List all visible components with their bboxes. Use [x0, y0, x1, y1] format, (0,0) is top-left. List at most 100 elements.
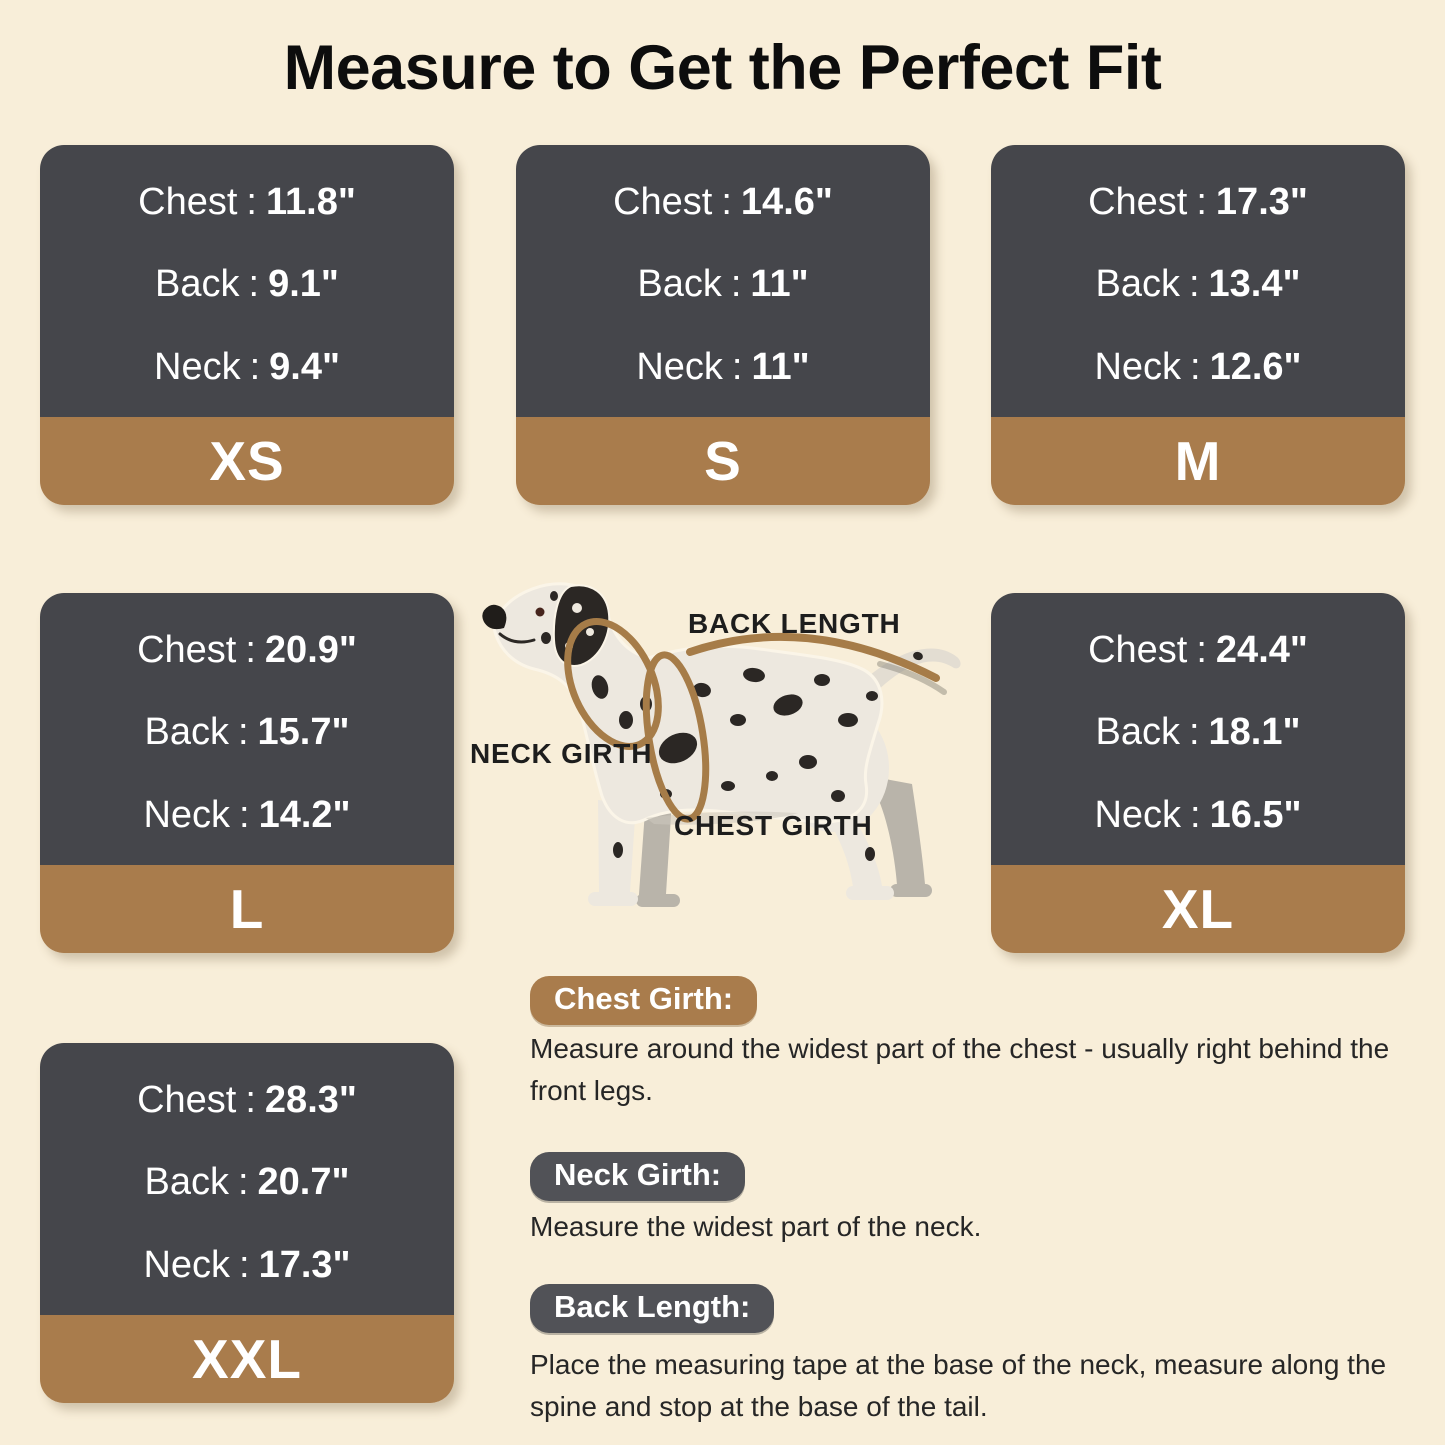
separator: :	[730, 263, 742, 306]
neck-label: Neck	[1094, 346, 1182, 389]
chest-measurement: Chest:11.8"	[40, 181, 454, 224]
dog-mouth	[498, 632, 536, 644]
neck-girth-description: Measure the widest part of the neck.	[530, 1211, 982, 1242]
chest-value: 24.4"	[1215, 628, 1308, 671]
back-length-line	[686, 632, 940, 682]
chest-girth-description: Measure around the widest part of the ch…	[530, 1033, 1390, 1106]
separator: :	[1190, 794, 1201, 837]
chest-label: Chest	[1088, 628, 1188, 671]
separator: :	[237, 1161, 249, 1204]
back-value: 9.1"	[268, 263, 339, 306]
size-label-m: M	[991, 417, 1405, 505]
chest-label: Chest	[137, 1078, 237, 1121]
back-value: 13.4"	[1208, 263, 1301, 306]
size-label-xl: XL	[991, 865, 1405, 953]
size-label-l: L	[40, 865, 454, 953]
chest-value: 14.6"	[740, 180, 833, 223]
separator: :	[245, 1078, 256, 1121]
chest-measurement: Chest:17.3"	[991, 181, 1405, 224]
neck-label: Neck	[143, 1244, 231, 1287]
neck-girth-label: NECK GIRTH	[470, 738, 653, 769]
chest-label: Chest	[613, 180, 713, 223]
size-card-s: Chest:14.6" Back:11" Neck:11" S	[516, 145, 930, 505]
back-measurement: Back:18.1"	[991, 711, 1405, 754]
neck-measurement: Neck:16.5"	[991, 794, 1405, 837]
back-value: 11"	[750, 263, 809, 306]
neck-measurement: Neck:14.2"	[40, 794, 454, 837]
back-measurement: Back:13.4"	[991, 263, 1405, 306]
neck-measurement: Neck:17.3"	[40, 1244, 454, 1287]
neck-measurement: Neck:11"	[516, 346, 930, 389]
separator: :	[731, 346, 743, 389]
chest-label: Chest	[1088, 180, 1188, 223]
separator: :	[1188, 711, 1200, 754]
size-label-s: S	[516, 417, 930, 505]
neck-value: 16.5"	[1209, 794, 1302, 837]
neck-measurement: Neck:12.6"	[991, 346, 1405, 389]
neck-label: Neck	[143, 794, 231, 837]
back-length-description: Place the measuring tape at the base of …	[530, 1349, 1387, 1422]
separator: :	[1190, 346, 1201, 389]
chest-measurement: Chest:28.3"	[40, 1079, 454, 1122]
back-length-line-shadow	[877, 661, 947, 695]
dog-measurement-diagram: BACK LENGTH NECK GIRTH CHEST GIRTH	[450, 572, 980, 972]
back-measurement: Back:9.1"	[40, 263, 454, 306]
size-card-l: Chest:20.9" Back:15.7" Neck:14.2" L	[40, 593, 454, 953]
separator: :	[239, 794, 250, 837]
neck-value: 12.6"	[1209, 346, 1302, 389]
separator: :	[245, 628, 256, 671]
size-card-xs: Chest:11.8" Back:9.1" Neck:9.4" XS	[40, 145, 454, 505]
back-label: Back	[637, 263, 722, 306]
chest-value: 20.9"	[264, 628, 357, 671]
chest-measurement: Chest:20.9"	[40, 629, 454, 672]
neck-value: 17.3"	[258, 1244, 351, 1287]
back-label: Back	[155, 263, 240, 306]
back-value: 18.1"	[1208, 711, 1301, 754]
size-card-xs-specs: Chest:11.8" Back:9.1" Neck:9.4"	[40, 145, 454, 417]
chest-value: 28.3"	[264, 1078, 357, 1121]
measure-lines	[564, 618, 947, 823]
size-label-xxl: XXL	[40, 1315, 454, 1403]
back-length-label: BACK LENGTH	[688, 608, 901, 639]
back-label: Back	[144, 1161, 229, 1204]
neck-girth-heading: Neck Girth:	[530, 1152, 746, 1201]
separator: :	[249, 346, 261, 389]
size-card-m: Chest:17.3" Back:13.4" Neck:12.6" M	[991, 145, 1405, 505]
chest-measurement: Chest:14.6"	[516, 181, 930, 224]
dog-nose	[482, 604, 507, 630]
neck-label: Neck	[1094, 794, 1182, 837]
size-card-xl: Chest:24.4" Back:18.1" Neck:16.5" XL	[991, 593, 1405, 953]
separator: :	[239, 1244, 250, 1287]
size-label-xs: XS	[40, 417, 454, 505]
neck-measurement: Neck:9.4"	[40, 346, 454, 389]
separator: :	[237, 711, 249, 754]
back-measurement: Back:11"	[516, 263, 930, 306]
dog-tail	[860, 648, 961, 696]
chest-value: 11.8"	[265, 180, 356, 223]
back-length-heading: Back Length:	[530, 1284, 775, 1333]
back-label: Back	[144, 711, 229, 754]
size-card-xxl: Chest:28.3" Back:20.7" Neck:17.3" XXL	[40, 1043, 454, 1403]
chest-value: 17.3"	[1215, 180, 1308, 223]
back-measurement: Back:20.7"	[40, 1161, 454, 1204]
back-label: Back	[1095, 263, 1180, 306]
neck-label: Neck	[154, 346, 241, 389]
neck-value: 9.4"	[269, 346, 340, 389]
dog-eye	[535, 607, 545, 617]
chest-girth-heading: Chest Girth:	[530, 976, 758, 1025]
separator: :	[721, 180, 732, 223]
separator: :	[1196, 628, 1207, 671]
page-title: Measure to Get the Perfect Fit	[283, 33, 1162, 103]
size-card-xl-specs: Chest:24.4" Back:18.1" Neck:16.5"	[991, 593, 1405, 865]
neck-value: 11"	[751, 346, 810, 389]
separator: :	[246, 180, 257, 223]
neck-value: 14.2"	[258, 794, 351, 837]
chest-girth-label: CHEST GIRTH	[674, 810, 873, 841]
size-card-s-specs: Chest:14.6" Back:11" Neck:11"	[516, 145, 930, 417]
chest-label: Chest	[137, 628, 237, 671]
dog-illustration	[482, 582, 961, 907]
size-card-xxl-specs: Chest:28.3" Back:20.7" Neck:17.3"	[40, 1043, 454, 1315]
separator: :	[248, 263, 260, 306]
back-label: Back	[1095, 711, 1180, 754]
